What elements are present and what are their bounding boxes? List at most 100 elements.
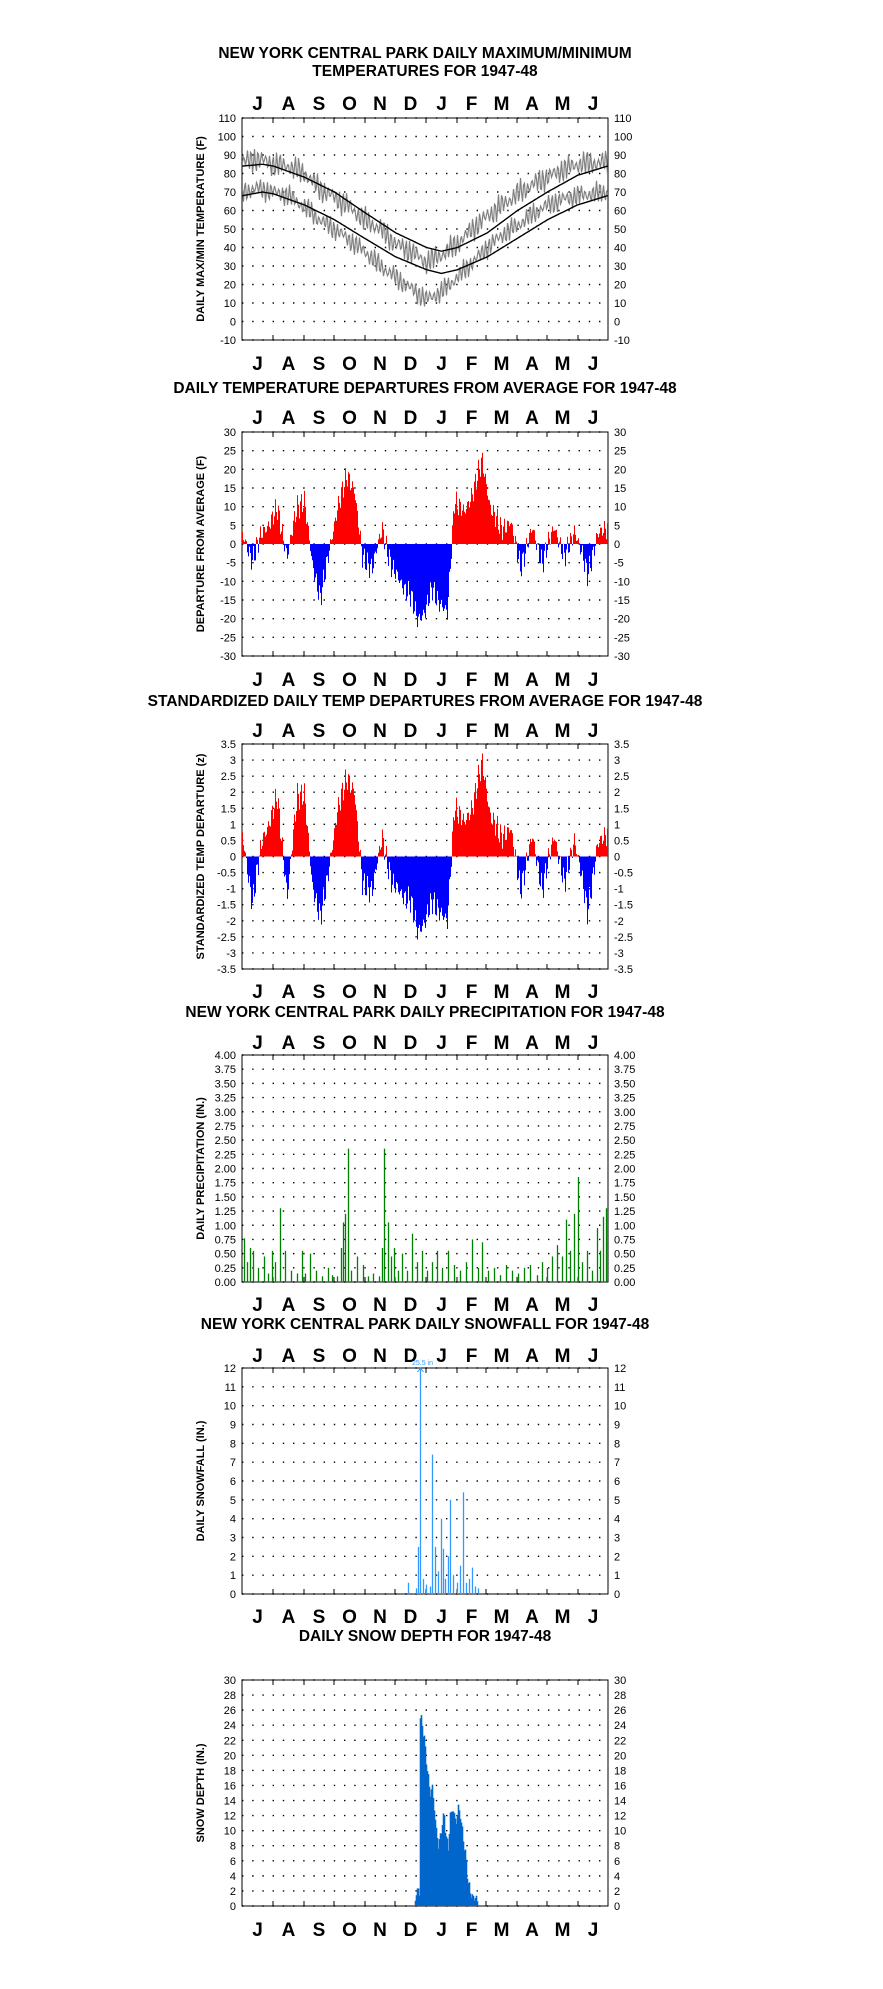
y-tick-label: 11	[225, 1382, 236, 1394]
y-tick-label: 2.50	[215, 1135, 236, 1147]
y-tick-label: 2.5	[221, 771, 236, 783]
month-label: M	[494, 982, 510, 1003]
month-label: J	[252, 982, 263, 1003]
month-label: M	[494, 94, 510, 115]
y-tick-label: 30	[224, 261, 236, 273]
y-tick-label: 100	[218, 132, 236, 144]
plot-frame	[241, 1054, 609, 1283]
month-label: M	[555, 94, 571, 115]
overflow-arrow	[420, 1367, 424, 1373]
month-label: J	[252, 1607, 263, 1628]
month-label: D	[404, 1346, 418, 1367]
y-tick-label: 1.25	[614, 1206, 635, 1218]
standardized-chart: STANDARDIZED DAILY TEMP DEPARTURES FROM …	[148, 693, 703, 1003]
y-tick-label: 0	[230, 539, 236, 551]
y-tick-label: 4.00	[614, 1050, 635, 1062]
month-labels: J A S O N D J F M A M JJ A S O N D J F M A M J	[252, 721, 598, 1003]
month-label: N	[373, 721, 387, 742]
y-tick-label: 1.00	[215, 1220, 236, 1232]
y-tick-label: 0	[614, 852, 620, 864]
y-tick-label: 40	[224, 243, 236, 255]
month-label: S	[313, 982, 326, 1003]
month-label: J	[588, 982, 599, 1003]
y-tick-label: 0.50	[215, 1249, 236, 1261]
y-tick-label: 20	[614, 1750, 626, 1762]
y-tick-label: 3.50	[614, 1078, 635, 1090]
month-label: D	[404, 1607, 418, 1628]
y-tick-label: 3	[230, 1533, 236, 1545]
y-tick-label: -2.5	[217, 932, 236, 944]
month-label: O	[342, 1346, 357, 1367]
month-label: S	[313, 1346, 326, 1367]
y-tick-label: 18	[614, 1765, 626, 1777]
month-label: F	[466, 1295, 478, 1316]
month-label: A	[525, 1295, 539, 1316]
month-label: J	[436, 721, 447, 742]
y-tick-label: 8	[614, 1438, 620, 1450]
month-label: A	[525, 1607, 539, 1628]
month-label: S	[313, 1033, 326, 1054]
plot-frame	[241, 117, 609, 341]
month-label: M	[494, 1607, 510, 1628]
y-tick-label: 20	[224, 464, 236, 476]
y-tick-label: 20	[224, 1750, 236, 1762]
y-tick-label: 50	[614, 224, 626, 236]
y-tick-label: 20	[614, 280, 626, 292]
month-label: J	[252, 1295, 263, 1316]
y-tick-label: -2	[226, 916, 236, 928]
month-label: A	[525, 670, 539, 691]
chart-title: NEW YORK CENTRAL PARK DAILY SNOWFALL FOR…	[201, 1316, 650, 1333]
y-tick-label: 4	[614, 1514, 620, 1526]
month-label: N	[373, 1346, 387, 1367]
data-marks	[241, 149, 609, 307]
y-tick-label: 3.5	[614, 739, 629, 751]
month-label: J	[252, 94, 263, 115]
y-tick-label: 22	[614, 1735, 626, 1747]
month-label: A	[282, 408, 296, 429]
month-label: D	[404, 408, 418, 429]
month-label: J	[436, 982, 447, 1003]
y-tick-label: 5	[614, 520, 620, 532]
month-label: M	[555, 1346, 571, 1367]
y-tick-label: 2	[614, 1886, 620, 1898]
y-tick-label: 12	[224, 1811, 236, 1823]
y-tick-label: 0	[230, 852, 236, 864]
y-tick-labels: 0.00 0.00 0.25 0.25 0.50 0.50 0.75 0.75 1.00 1.00…	[215, 1050, 636, 1289]
y-tick-label: 26	[224, 1705, 236, 1717]
y-tick-label: 24	[614, 1720, 626, 1732]
y-tick-label: 5	[614, 1495, 620, 1507]
y-tick-label: 15	[614, 483, 626, 495]
month-label: N	[373, 94, 387, 115]
y-tick-label: -3	[226, 948, 236, 960]
month-label: F	[466, 408, 478, 429]
month-label: S	[313, 670, 326, 691]
month-label: M	[494, 354, 510, 375]
y-tick-label: -2.5	[614, 932, 633, 944]
month-label: M	[555, 408, 571, 429]
month-label: N	[373, 354, 387, 375]
y-tick-label: 60	[614, 206, 626, 218]
y-tick-label: 30	[224, 1675, 236, 1687]
y-tick-label: 3	[614, 1533, 620, 1545]
y-tick-label: 14	[224, 1796, 236, 1808]
y-tick-label: 12	[614, 1363, 626, 1375]
y-tick-label: 0.75	[215, 1234, 236, 1246]
chart-title: DAILY SNOW DEPTH FOR 1947-48	[299, 1628, 552, 1645]
y-tick-label: -25	[614, 632, 630, 644]
month-label: S	[313, 408, 326, 429]
y-tick-label: 70	[224, 187, 236, 199]
month-label: N	[373, 1607, 387, 1628]
y-tick-label: 0	[230, 1589, 236, 1601]
y-tick-label: 3	[230, 755, 236, 767]
month-label: A	[525, 1033, 539, 1054]
overflow-annotation: 25.5 in	[412, 1360, 433, 1367]
y-tick-label: 9	[230, 1420, 236, 1432]
month-label: M	[555, 1295, 571, 1316]
y-axis-label: DEPARTURE FROM AVERAGE (F)	[195, 455, 207, 632]
month-label: M	[555, 670, 571, 691]
y-tick-label: 10	[224, 1826, 236, 1838]
month-label: M	[494, 408, 510, 429]
month-label: S	[313, 94, 326, 115]
y-tick-label: 40	[614, 243, 626, 255]
